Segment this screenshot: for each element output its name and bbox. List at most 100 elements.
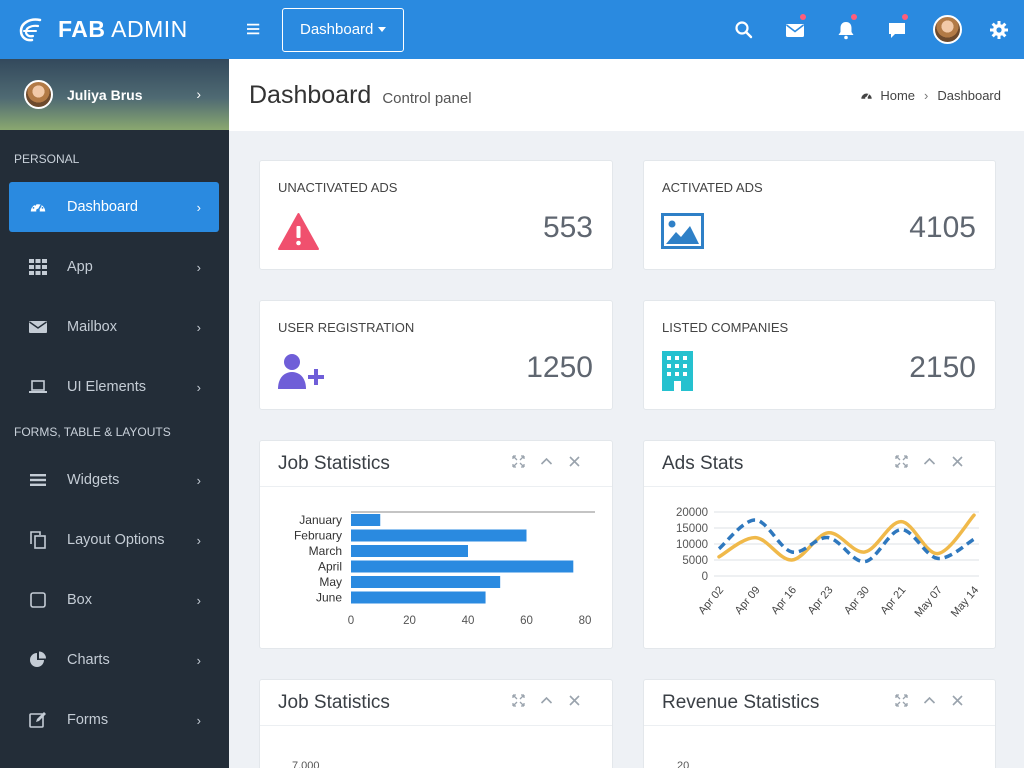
category-label: January: [299, 513, 342, 527]
menu-toggle-icon[interactable]: [247, 19, 263, 40]
sidebar-item-label: Dashboard: [67, 199, 138, 215]
dashboard-gauge-icon: [861, 93, 873, 100]
expand-icon[interactable]: [887, 694, 915, 710]
expand-icon[interactable]: [504, 455, 532, 471]
collapse-icon[interactable]: [915, 455, 943, 471]
close-icon[interactable]: [943, 455, 971, 471]
expand-icon[interactable]: [504, 694, 532, 710]
y-tick-label: 0: [702, 571, 708, 583]
laptop-icon: [28, 377, 48, 397]
page-subtitle: Control panel: [382, 90, 472, 107]
content-header: Dashboard Control panel Home › Dashboard: [229, 59, 1024, 131]
chevron-right-icon: ›: [196, 379, 201, 395]
collapse-icon[interactable]: [915, 694, 943, 710]
stat-label: ACTIVATED ADS: [662, 180, 763, 195]
x-tick-label: May 07: [912, 584, 944, 619]
x-tick-label: Apr 02: [696, 584, 726, 617]
sidebar-item-mailbox[interactable]: Mailbox ›: [0, 297, 229, 357]
sidebar-item-forms[interactable]: Forms ›: [0, 690, 229, 750]
category-label: June: [316, 591, 342, 605]
gear-icon[interactable]: [973, 0, 1024, 59]
stat-label: UNACTIVATED ADS: [278, 180, 398, 195]
stat-label: USER REGISTRATION: [278, 320, 415, 335]
building-icon: [662, 351, 693, 391]
breadcrumb-home-link[interactable]: Home: [880, 88, 916, 103]
stat-value: 553: [542, 211, 593, 244]
x-tick-label: Apr 23: [806, 584, 836, 617]
breadcrumb-separator: ›: [924, 88, 929, 103]
chevron-right-icon: ›: [196, 319, 201, 335]
close-icon[interactable]: [560, 694, 588, 710]
search-icon[interactable]: [718, 0, 769, 59]
sidebar-item-app[interactable]: App ›: [0, 237, 229, 297]
job-statistics-box-2: Job Statistics 7,000: [259, 679, 613, 768]
chevron-right-icon: ›: [196, 652, 201, 668]
square-icon: [28, 590, 48, 610]
y-tick-label: 5000: [682, 555, 708, 567]
dashboard-dropdown[interactable]: Dashboard: [282, 7, 405, 52]
stat-card-user-registration: USER REGISTRATION 1250: [259, 300, 613, 410]
user-avatar-menu[interactable]: [922, 0, 973, 59]
stat-value: 4105: [909, 211, 976, 244]
dashboard-gauge-icon: [28, 197, 48, 217]
chevron-right-icon: ›: [196, 199, 201, 215]
sidebar-item-box[interactable]: Box ›: [0, 570, 229, 630]
series-line: [717, 518, 975, 564]
chevron-right-icon: ›: [196, 712, 201, 728]
x-tick-label: 0: [348, 615, 354, 627]
bar: [351, 576, 501, 588]
collapse-icon[interactable]: [532, 694, 560, 710]
bar: [351, 514, 381, 526]
collapse-icon[interactable]: [532, 455, 560, 471]
stat-card-listed-companies: LISTED COMPANIES 2150: [643, 300, 996, 410]
avatar: [933, 15, 962, 44]
category-label: March: [309, 544, 342, 558]
y-tick-label: 15000: [676, 523, 708, 535]
chat-notification-dot: [902, 14, 908, 20]
bars-icon: [28, 470, 48, 490]
chevron-right-icon: ›: [196, 86, 201, 102]
sidebar-item-charts[interactable]: Charts ›: [0, 630, 229, 690]
category-label: February: [294, 529, 342, 543]
mail-notification-dot: [800, 14, 806, 20]
sidebar-section-forms: FORMS, TABLE & LAYOUTS: [14, 425, 171, 439]
expand-icon[interactable]: [887, 455, 915, 471]
close-icon[interactable]: [560, 455, 588, 471]
sidebar-section-personal: PERSONAL: [14, 152, 80, 166]
series-line: [717, 513, 976, 562]
box-title: Revenue Statistics: [662, 691, 820, 713]
pie-chart-icon: [28, 650, 48, 670]
page-title: Dashboard: [249, 80, 372, 109]
logo-icon: [19, 17, 42, 41]
sidebar-item-label: Charts: [67, 652, 110, 668]
sidebar-item-label: Forms: [67, 712, 109, 728]
stat-value: 2150: [909, 351, 976, 384]
brand-logo[interactable]: FAB ADMIN: [0, 0, 229, 59]
ads-stats-box: Ads Stats 20000 15000 10000 5000 0 Apr 02 Apr …: [643, 440, 996, 649]
sidebar-item-widgets[interactable]: Widgets ›: [0, 450, 229, 510]
y-axis-tick: 20: [677, 760, 690, 768]
mail-icon[interactable]: [769, 0, 820, 59]
chat-icon[interactable]: [871, 0, 922, 59]
chevron-right-icon: ›: [196, 259, 201, 275]
user-panel[interactable]: Juliya Brus ›: [0, 59, 229, 130]
category-label: April: [318, 560, 342, 574]
stat-label: LISTED COMPANIES: [662, 320, 789, 335]
category-label: May: [319, 575, 342, 589]
sidebar-item-layout-options[interactable]: Layout Options ›: [0, 510, 229, 570]
stat-card-unactivated-ads: UNACTIVATED ADS 553: [259, 160, 613, 270]
sidebar-item-dashboard[interactable]: Dashboard ›: [9, 182, 219, 232]
sidebar-item-ui-elements[interactable]: UI Elements ›: [0, 357, 229, 417]
y-tick-label: 10000: [676, 539, 708, 551]
x-tick-label: 60: [520, 615, 533, 627]
bar: [351, 545, 468, 557]
bell-notification-dot: [851, 14, 857, 20]
close-icon[interactable]: [943, 694, 971, 710]
chevron-right-icon: ›: [196, 472, 201, 488]
copy-icon: [28, 530, 48, 550]
box-title: Ads Stats: [662, 452, 744, 474]
user-plus-icon: [278, 354, 324, 389]
dashboard-dropdown-label: Dashboard: [300, 21, 374, 38]
bell-icon[interactable]: [820, 0, 871, 59]
